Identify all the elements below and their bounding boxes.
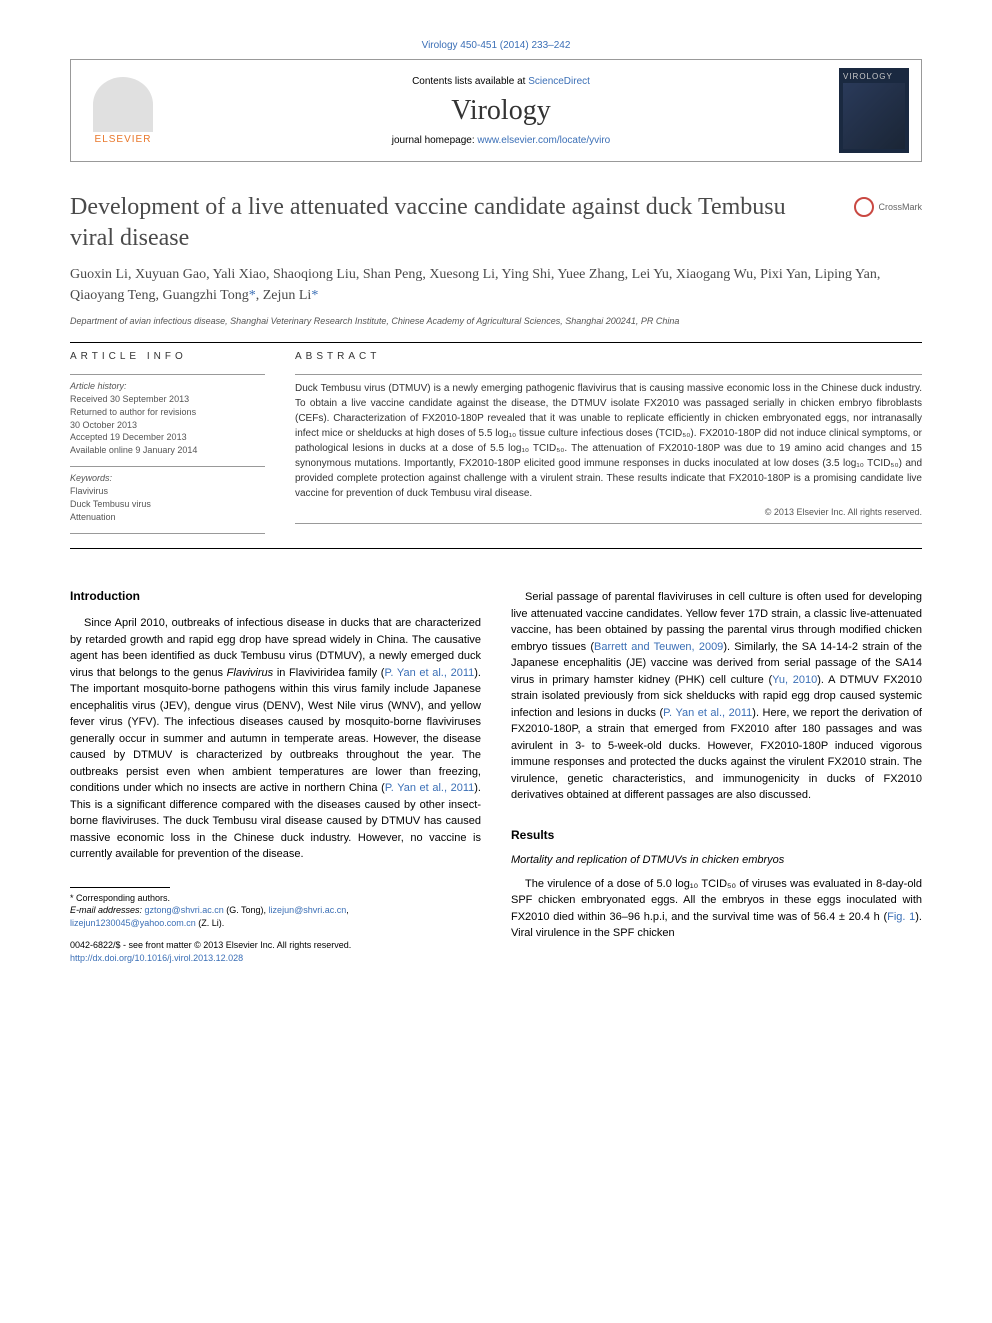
abstract-text: Duck Tembusu virus (DTMUV) is a newly em… [295,381,922,501]
contents-line: Contents lists available at ScienceDirec… [163,76,839,87]
cover-image [843,83,905,149]
authors-text: Guoxin Li, Xuyuan Gao, Yali Xiao, Shaoqi… [70,267,880,303]
article-info-heading: ARTICLE INFO [70,351,265,362]
results-subheading: Mortality and replication of DTMUVs in c… [511,854,922,866]
elsevier-logo: ELSEVIER [83,71,163,151]
crossmark-badge[interactable]: CrossMark [854,197,922,217]
citation-link[interactable]: Yu, 2010 [772,674,817,686]
article-info-section: ARTICLE INFO Article history: Received 3… [70,351,265,540]
crossmark-label: CrossMark [878,202,922,212]
keywords-text: Flavivirus Duck Tembusu virus Attenuatio… [70,485,265,523]
affiliation: Department of avian infectious disease, … [70,316,922,326]
divider [70,548,922,549]
email-footnote: E-mail addresses: gztong@shvri.ac.cn (G.… [70,904,481,929]
figure-link[interactable]: Fig. 1 [887,911,915,923]
email-link[interactable]: lizejun@shvri.ac.cn [269,905,347,915]
article-title: Development of a live attenuated vaccine… [70,192,834,254]
italic-text: Flavivirus [227,667,273,679]
corresponding-marker: * [249,288,256,303]
divider [70,342,922,343]
abstract-section: ABSTRACT Duck Tembusu virus (DTMUV) is a… [295,351,922,540]
journal-name: Virology [163,95,839,127]
front-matter-text: 0042-6822/$ - see front matter © 2013 El… [70,939,481,952]
citation-link[interactable]: P. Yan et al., 2011 [663,707,752,719]
homepage-prefix: journal homepage: [392,135,478,146]
text: in Flaviviridea family ( [273,667,384,679]
abstract-heading: ABSTRACT [295,351,922,362]
authors-list: Guoxin Li, Xuyuan Gao, Yali Xiao, Shaoqi… [70,264,922,306]
elsevier-label: ELSEVIER [95,134,152,145]
homepage-link[interactable]: www.elsevier.com/locate/yviro [477,135,610,146]
corresponding-note: * Corresponding authors. [70,892,481,905]
sciencedirect-link[interactable]: ScienceDirect [528,76,590,87]
contents-prefix: Contents lists available at [412,76,528,87]
history-label: Article history: [70,381,265,391]
history-text: Received 30 September 2013 Returned to a… [70,393,265,456]
footnote-divider [70,887,170,888]
journal-header: ELSEVIER Contents lists available at Sci… [70,59,922,162]
right-column: Serial passage of parental flaviviruses … [511,589,922,964]
citation-link[interactable]: P. Yan et al., 2011 [385,782,474,794]
body-paragraph: Serial passage of parental flaviviruses … [511,589,922,804]
text: ). The important mosquito-borne pathogen… [70,667,481,795]
text: ). Here, we report the derivation of FX2… [511,707,922,802]
introduction-heading: Introduction [70,589,481,603]
text: , [346,905,349,915]
text: (Z. Li). [196,918,225,928]
citation-link[interactable]: P. Yan et al., 2011 [384,667,474,679]
footer-area: * Corresponding authors. E-mail addresse… [70,887,481,965]
email-label: E-mail addresses: [70,905,145,915]
authors-mid: , Zejun Li [256,288,312,303]
keywords-label: Keywords: [70,473,265,483]
text: (G. Tong), [224,905,269,915]
crossmark-icon [854,197,874,217]
copyright-text: © 2013 Elsevier Inc. All rights reserved… [295,507,922,517]
corresponding-marker: * [311,288,318,303]
intro-paragraph: Since April 2010, outbreaks of infectiou… [70,615,481,863]
email-link[interactable]: gztong@shvri.ac.cn [145,905,224,915]
journal-cover: VIROLOGY [839,68,909,153]
citation-link[interactable]: Barrett and Teuwen, 2009 [594,641,723,653]
cover-title: VIROLOGY [843,72,905,81]
elsevier-tree-icon [93,77,153,132]
left-column: Introduction Since April 2010, outbreaks… [70,589,481,964]
doi-link[interactable]: http://dx.doi.org/10.1016/j.virol.2013.1… [70,953,243,963]
results-heading: Results [511,828,922,842]
text: The virulence of a dose of 5.0 log₁₀ TCI… [511,878,922,923]
journal-reference: Virology 450-451 (2014) 233–242 [70,40,922,51]
doi-block: 0042-6822/$ - see front matter © 2013 El… [70,939,481,964]
email-link[interactable]: lizejun1230045@yahoo.com.cn [70,918,196,928]
homepage-line: journal homepage: www.elsevier.com/locat… [163,135,839,146]
results-paragraph: The virulence of a dose of 5.0 log₁₀ TCI… [511,876,922,942]
